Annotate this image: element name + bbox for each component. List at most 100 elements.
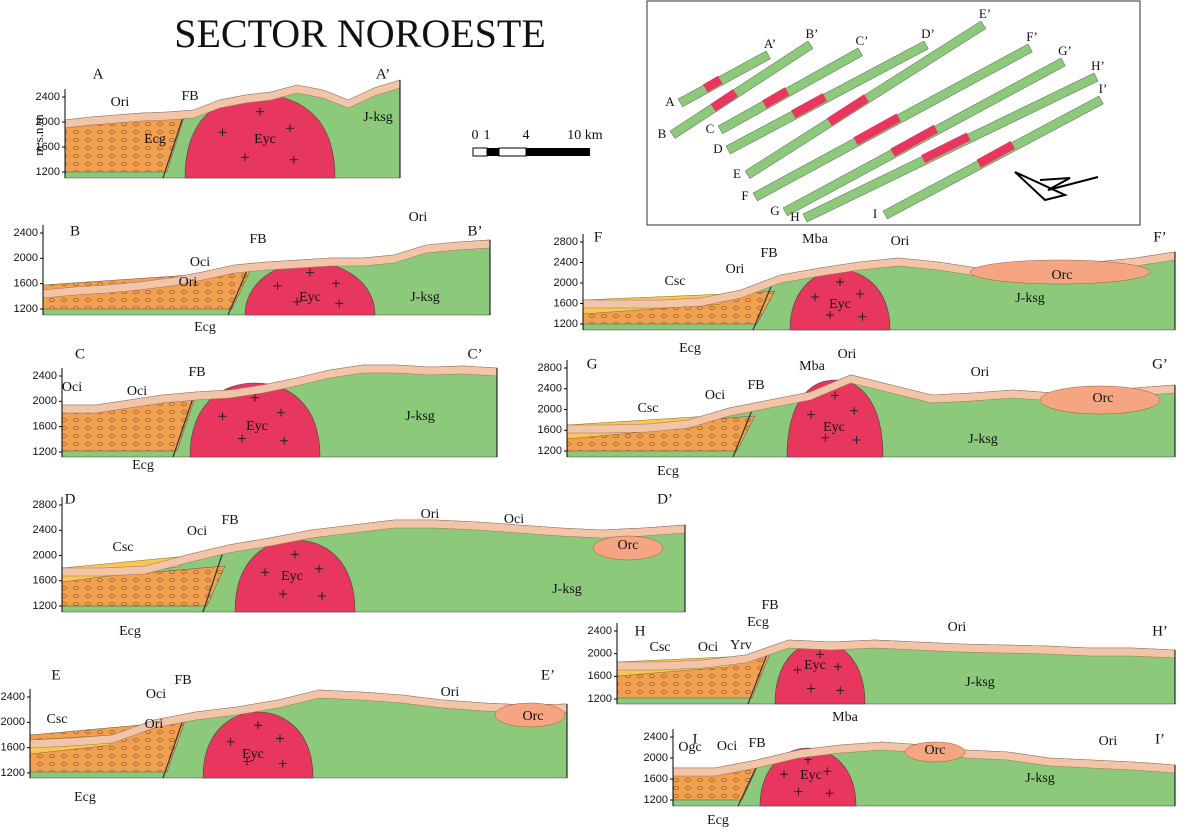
unit-label: Oci <box>705 388 725 403</box>
tick-label: 2400 <box>1 691 25 703</box>
section-end-label: A’ <box>376 66 390 82</box>
tick-label: 2000 <box>33 395 57 407</box>
pluton-cross <box>807 410 815 419</box>
tick-label: 2400 <box>33 370 57 382</box>
section-start: A <box>93 66 104 82</box>
tick-label: 1200 <box>554 318 578 330</box>
unit-label: Ecg <box>707 813 729 828</box>
map-strip <box>717 47 863 135</box>
pluton-cross <box>279 590 287 598</box>
pluton-cross <box>856 290 864 298</box>
pluton-cross <box>291 550 299 559</box>
pluton-cross <box>794 787 803 796</box>
index-map-frame <box>646 0 1141 226</box>
pluton-cross <box>335 299 344 308</box>
unit-label: Csc <box>650 640 671 655</box>
tick-label: 1600 <box>14 278 38 290</box>
unit-label: Oci <box>187 524 207 539</box>
pluton-cross <box>218 412 227 421</box>
unit-label: Ori <box>726 262 745 277</box>
map-start: I <box>873 206 877 221</box>
cross-section: 2400 2000 1600 1200 H H’ FB Ecg Csc Oci Yrv Ori Eyc J… <box>588 598 1176 705</box>
tick-label: 2000 <box>538 403 562 415</box>
pluton-cross <box>256 107 264 116</box>
map-end: G’ <box>1058 43 1072 58</box>
cross-section: 2400 2000 1600 1200 C C’ Oci Oci FB Eyc J-ksg Ecg <box>33 346 498 473</box>
map-pluton <box>976 141 1016 168</box>
map-start: F <box>741 188 748 203</box>
tick-label: 2400 <box>36 91 60 103</box>
pluton-cross <box>243 757 251 766</box>
pluton-cross <box>825 789 834 798</box>
tick-label: 1600 <box>644 773 668 785</box>
map-strip <box>725 40 929 155</box>
section-start: F <box>594 229 602 245</box>
unit-label: Ecg <box>74 790 96 805</box>
unit-label: Oci <box>62 380 82 395</box>
map-pluton <box>826 94 869 126</box>
tick-label: 2000 <box>14 252 38 264</box>
cross-section: 2400 2000 1600 1200 I I’ Mba FB Ogc Oci Orc Ori Eyc J… <box>644 710 1176 828</box>
unit-label: Ecg <box>747 615 769 630</box>
unit-label: Eyc <box>254 132 276 147</box>
fault-fb <box>162 110 186 179</box>
section-start: I <box>693 731 698 747</box>
unit-label: Ori <box>409 210 428 225</box>
orc-unit <box>494 702 566 728</box>
scale-label: 1 <box>484 128 491 143</box>
unit-label: Ecg <box>132 458 154 473</box>
unit-label: Ori <box>145 717 164 732</box>
orc-unit <box>904 741 966 763</box>
unit-label: Ecg <box>119 624 141 639</box>
tick-label: 2800 <box>33 499 57 511</box>
unit-label: Ori <box>948 620 967 635</box>
pluton-cross <box>836 278 844 286</box>
map-end: C’ <box>856 33 869 48</box>
section-end-label: E’ <box>541 667 555 683</box>
unit-label: Eyc <box>800 768 822 783</box>
map-end: D’ <box>921 26 935 41</box>
pluton-cross <box>306 268 314 277</box>
map-strip <box>677 50 771 108</box>
section-end-label: F’ <box>1153 229 1166 245</box>
unit-label: FB <box>747 378 764 393</box>
tick-label: 1200 <box>538 445 562 457</box>
tick-label: 1600 <box>33 575 57 587</box>
section-end-label: D’ <box>657 491 673 507</box>
map-end: E’ <box>979 6 991 21</box>
unit-label: Ori <box>421 507 440 522</box>
unit-label: Ecg <box>679 341 701 356</box>
pluton-cross <box>238 434 246 443</box>
cross-section: 2800 2400 2000 1600 1200 G G’ Mba Ori Csc Oci FB Ori… <box>538 347 1176 479</box>
section-end-label: B’ <box>468 223 483 239</box>
eyc-pluton <box>202 711 314 779</box>
cross-section: 2800 2400 2000 1600 1200 F F’ Mba Ori Csc Ori FB Eyc… <box>554 229 1176 356</box>
tick-label: 2800 <box>538 362 562 374</box>
unit-label: FB <box>174 673 191 688</box>
pluton-cross <box>254 721 262 730</box>
pluton-cross <box>858 312 867 321</box>
pluton-cross <box>277 408 285 417</box>
tick-label: 1200 <box>14 303 38 315</box>
unit-label: J-ksg <box>410 290 440 305</box>
map-start: C <box>706 121 715 136</box>
eyc-pluton <box>189 382 321 458</box>
map-pluton <box>921 132 971 164</box>
scale-label: 4 <box>523 128 530 143</box>
pluton-cross <box>852 436 861 445</box>
pluton-cross <box>251 393 259 402</box>
map-end: H’ <box>1091 58 1105 73</box>
unit-label: Ecg <box>194 320 216 335</box>
title: SECTOR NOROESTE <box>174 11 546 56</box>
fault-fb <box>732 402 756 458</box>
cross-section: 2800 2400 2000 1600 1200 D D’ Csc Oci FB Ori Oci Eyc… <box>33 491 686 639</box>
fault-fb <box>747 646 771 705</box>
pluton-cross <box>273 281 282 290</box>
unit-label: Eyc <box>299 290 321 305</box>
section-start: G <box>587 356 598 372</box>
pluton-cross <box>218 128 227 137</box>
section-start: E <box>51 667 60 683</box>
unit-label: Ori <box>441 685 460 700</box>
unit-label: Csc <box>47 712 68 727</box>
